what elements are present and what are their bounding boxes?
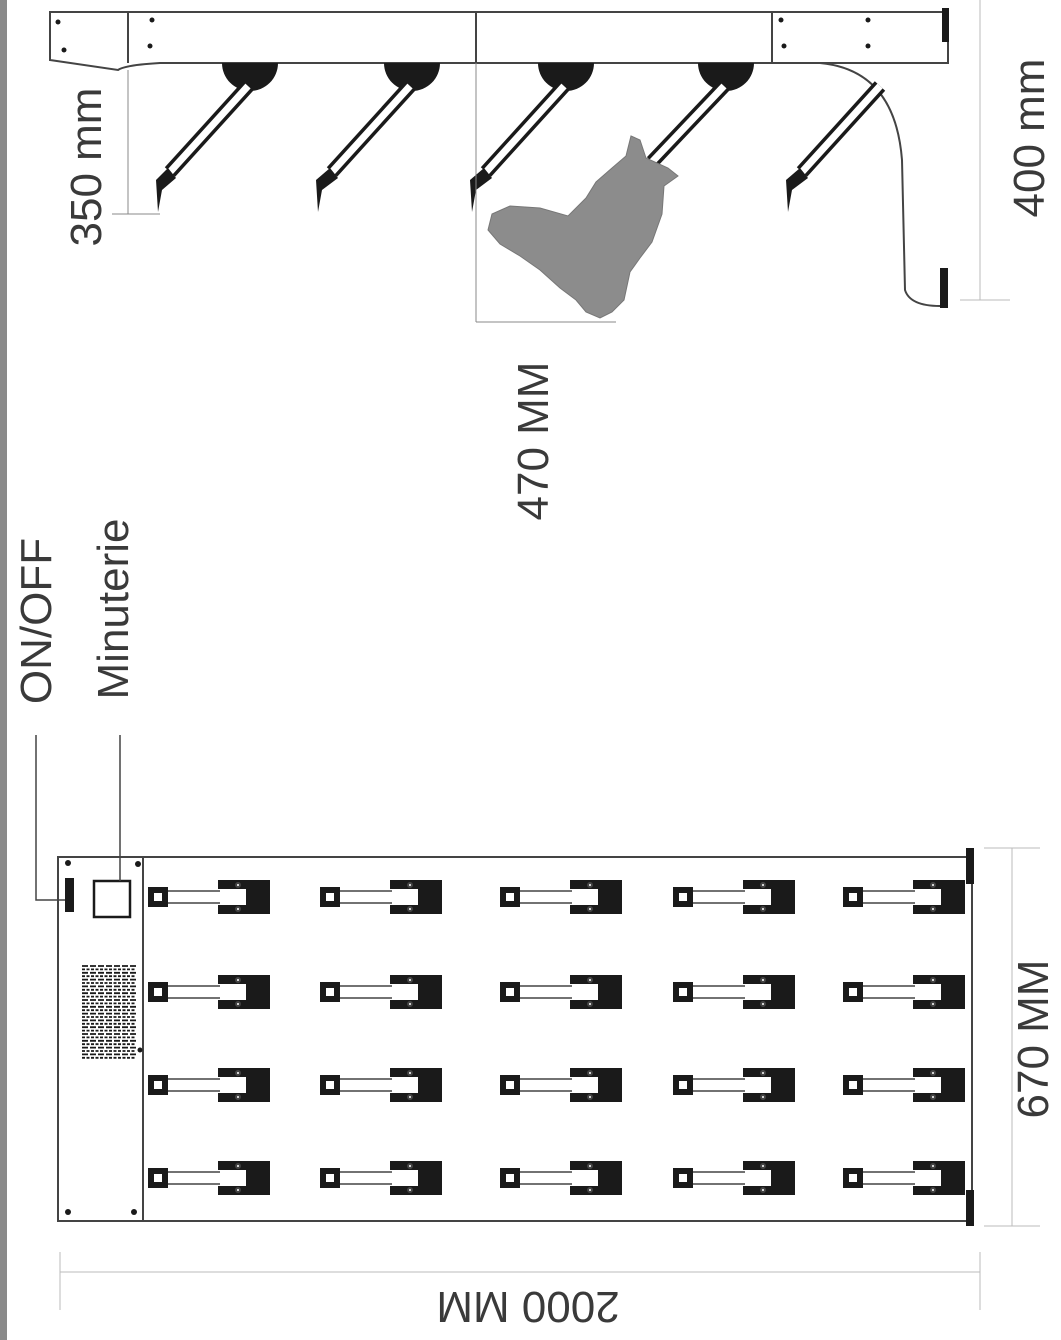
garment-hook [500, 975, 622, 1009]
garment-hook [500, 880, 622, 914]
hook-grid [148, 880, 965, 1195]
frame-outline [57, 856, 973, 1222]
end-cap-bottom [966, 1190, 974, 1226]
dim-400-label: 400 mm [1005, 58, 1054, 218]
garment-hook [843, 880, 965, 914]
hanger-2 [316, 63, 440, 212]
dim-350-label: 350 mm [62, 87, 111, 247]
rail-screws [55, 17, 871, 53]
garment-hook [148, 1068, 270, 1102]
dim-470-label: 470 MM [509, 361, 558, 521]
garment-hook [320, 880, 442, 914]
hanger-5 [786, 81, 886, 212]
garment-hook [843, 1161, 965, 1195]
switch-leader-line [35, 735, 65, 901]
frame-screws [65, 860, 143, 1215]
rail-outline [49, 11, 949, 72]
garment-hook [320, 1161, 442, 1195]
garment-hook [673, 880, 795, 914]
vent-grille [82, 965, 136, 1059]
garment-hook [148, 880, 270, 914]
hanger-3 [470, 63, 594, 212]
end-cap-right-bottom [940, 268, 948, 308]
dim-670-label: 670 MM [1009, 959, 1058, 1119]
timer-label: Minuterie [89, 518, 138, 700]
garment-hook [148, 1161, 270, 1195]
garment-hook [148, 975, 270, 1009]
garment-hook [843, 1068, 965, 1102]
page-edge-strip [0, 0, 7, 1340]
hanger-4 [646, 63, 754, 167]
garment-hook [673, 975, 795, 1009]
side-view [49, 0, 1010, 323]
hanger-1 [156, 63, 278, 212]
timer-box [92, 879, 132, 919]
garment-hook [673, 1068, 795, 1102]
garment-hook [320, 1068, 442, 1102]
garment-hook [673, 1161, 795, 1195]
garment-hook [500, 1068, 622, 1102]
on-off-label: ON/OFF [12, 537, 61, 705]
garment-hook [500, 1161, 622, 1195]
support-arm [819, 62, 941, 307]
garment-silhouette [487, 135, 679, 319]
dim-2000-label: 2000 MM [436, 1282, 620, 1331]
end-cap-top [966, 848, 974, 884]
end-cap-right-top [942, 8, 949, 42]
garment-hook [320, 975, 442, 1009]
on-off-switch [65, 878, 74, 912]
top-view [35, 735, 1040, 1310]
garment-hook [843, 975, 965, 1009]
